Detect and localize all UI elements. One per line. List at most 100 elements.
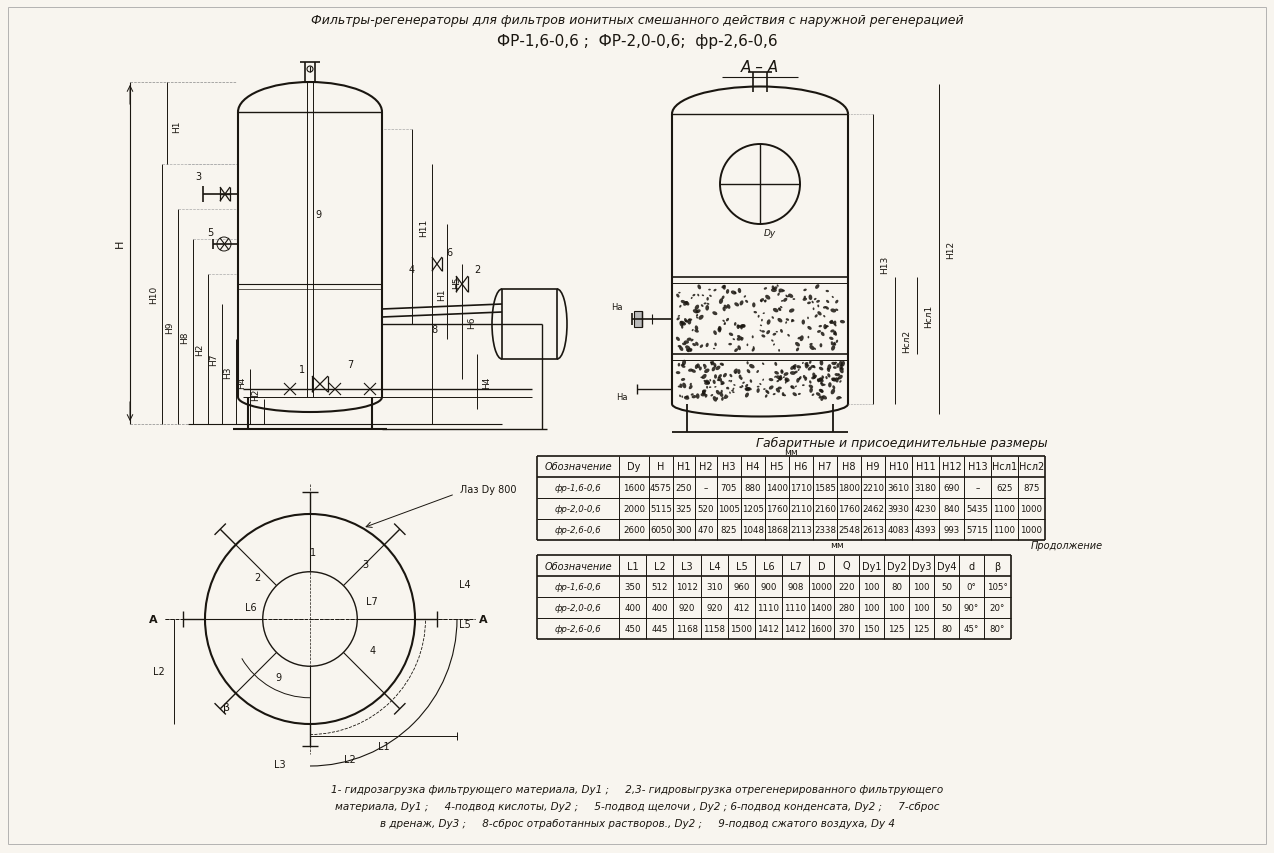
- Ellipse shape: [721, 286, 726, 289]
- Ellipse shape: [740, 325, 745, 328]
- Text: 220: 220: [838, 583, 855, 591]
- Ellipse shape: [784, 299, 787, 303]
- Ellipse shape: [832, 297, 833, 299]
- Text: H4: H4: [483, 376, 492, 388]
- Ellipse shape: [682, 366, 685, 368]
- Ellipse shape: [831, 389, 836, 395]
- Ellipse shape: [804, 289, 806, 292]
- Text: мм: мм: [784, 448, 798, 457]
- Text: H12: H12: [947, 241, 956, 258]
- Ellipse shape: [721, 397, 724, 401]
- Ellipse shape: [787, 334, 790, 337]
- Ellipse shape: [713, 289, 716, 292]
- Text: H6: H6: [468, 316, 476, 328]
- Text: A: A: [149, 614, 157, 624]
- Ellipse shape: [682, 326, 683, 329]
- Text: 1000: 1000: [1020, 525, 1042, 534]
- Ellipse shape: [683, 302, 688, 306]
- Ellipse shape: [696, 315, 698, 317]
- Ellipse shape: [786, 296, 790, 298]
- Text: 4393: 4393: [915, 525, 936, 534]
- Ellipse shape: [676, 294, 679, 299]
- Ellipse shape: [817, 300, 820, 304]
- Ellipse shape: [699, 367, 702, 371]
- Ellipse shape: [775, 363, 777, 367]
- Ellipse shape: [719, 328, 721, 331]
- Ellipse shape: [796, 379, 800, 383]
- Text: 920: 920: [706, 603, 722, 612]
- Text: 625: 625: [996, 484, 1013, 492]
- Text: L2: L2: [153, 667, 164, 676]
- Ellipse shape: [706, 386, 708, 389]
- Text: H11: H11: [916, 462, 935, 472]
- Ellipse shape: [757, 370, 759, 374]
- Ellipse shape: [804, 296, 806, 299]
- Ellipse shape: [771, 289, 777, 293]
- Ellipse shape: [759, 384, 762, 386]
- Ellipse shape: [834, 374, 840, 377]
- Text: H2: H2: [195, 344, 205, 356]
- Ellipse shape: [833, 322, 836, 326]
- Ellipse shape: [773, 393, 776, 396]
- Text: 5115: 5115: [650, 504, 671, 514]
- Ellipse shape: [804, 363, 809, 365]
- Ellipse shape: [805, 364, 808, 369]
- Ellipse shape: [764, 300, 767, 303]
- Text: D: D: [818, 560, 826, 571]
- Text: 875: 875: [1023, 484, 1040, 492]
- Text: 280: 280: [838, 603, 855, 612]
- Text: фр-2,0-0,6: фр-2,0-0,6: [554, 504, 601, 514]
- Text: 9: 9: [315, 210, 321, 220]
- Ellipse shape: [812, 301, 814, 304]
- Ellipse shape: [818, 378, 823, 382]
- Text: 412: 412: [734, 603, 750, 612]
- Text: 100: 100: [888, 603, 905, 612]
- Ellipse shape: [691, 298, 693, 299]
- Ellipse shape: [713, 331, 717, 335]
- Text: 1412: 1412: [785, 624, 806, 633]
- Text: 100: 100: [864, 583, 880, 591]
- Ellipse shape: [813, 308, 814, 310]
- Ellipse shape: [763, 301, 766, 303]
- Text: Нсл2: Нсл2: [1019, 462, 1045, 472]
- Ellipse shape: [837, 363, 840, 368]
- Ellipse shape: [684, 397, 689, 400]
- Ellipse shape: [778, 308, 781, 311]
- Ellipse shape: [808, 302, 812, 305]
- Ellipse shape: [692, 369, 696, 374]
- Ellipse shape: [726, 305, 730, 310]
- Ellipse shape: [729, 344, 733, 346]
- Text: H: H: [115, 240, 125, 248]
- Text: L2: L2: [654, 560, 665, 571]
- Ellipse shape: [790, 372, 796, 375]
- Ellipse shape: [785, 378, 790, 382]
- Text: L4: L4: [459, 579, 471, 589]
- Text: 2: 2: [474, 264, 480, 275]
- Ellipse shape: [749, 364, 754, 369]
- Ellipse shape: [814, 315, 818, 318]
- Ellipse shape: [706, 344, 708, 348]
- Ellipse shape: [840, 362, 843, 367]
- Text: 450: 450: [624, 624, 641, 633]
- Ellipse shape: [726, 318, 729, 322]
- Ellipse shape: [798, 393, 801, 396]
- Text: 1868: 1868: [766, 525, 789, 534]
- Ellipse shape: [785, 379, 789, 383]
- Ellipse shape: [813, 375, 817, 380]
- Ellipse shape: [772, 286, 775, 290]
- Text: Фильтры-регенераторы для фильтров ионитных смешанного действия с наружной регене: Фильтры-регенераторы для фильтров ионитн…: [311, 14, 963, 27]
- Text: 45°: 45°: [964, 624, 980, 633]
- Ellipse shape: [706, 305, 710, 311]
- Ellipse shape: [702, 295, 705, 297]
- Text: 4: 4: [409, 264, 415, 275]
- Ellipse shape: [736, 337, 743, 341]
- Ellipse shape: [738, 325, 741, 328]
- Ellipse shape: [819, 344, 822, 348]
- Ellipse shape: [701, 393, 706, 397]
- Ellipse shape: [776, 380, 780, 383]
- Ellipse shape: [713, 363, 716, 368]
- Ellipse shape: [720, 383, 724, 386]
- Text: 4575: 4575: [650, 484, 671, 492]
- Ellipse shape: [689, 386, 693, 390]
- Ellipse shape: [836, 397, 841, 400]
